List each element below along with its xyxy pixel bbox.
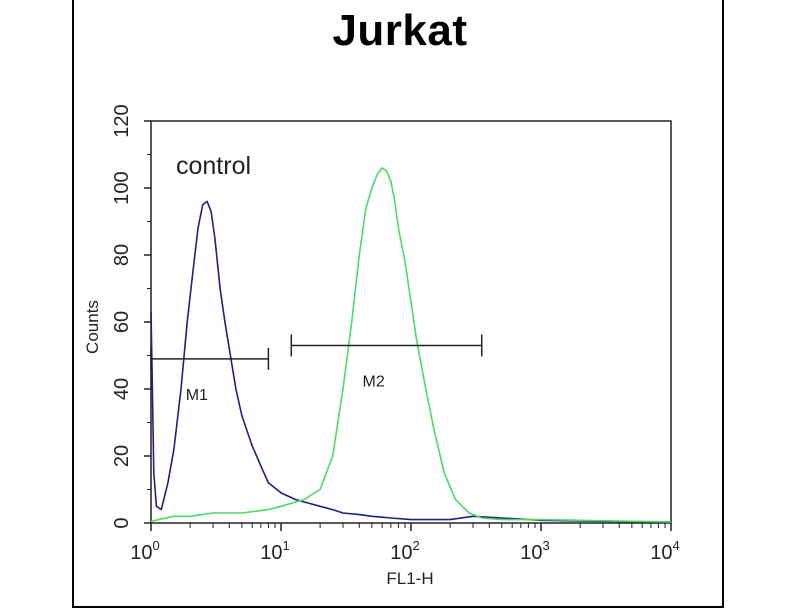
x-tick-label: 101 (260, 538, 289, 564)
marker-m1: M1 (150, 347, 270, 404)
x-tick-label: 104 (650, 538, 679, 564)
series-layer (150, 167, 672, 523)
y-tick-label: 60 (111, 311, 133, 333)
y-tick-label: 100 (111, 171, 133, 204)
y-tick-label: 120 (111, 104, 133, 137)
x-tick-label: 102 (390, 538, 419, 564)
marker-m2: M2 (290, 334, 483, 390)
figure-frame (72, 0, 724, 608)
marker-layer: M1 M2 (150, 334, 483, 404)
marker-label: M1 (186, 387, 208, 404)
x-axis-label: FL1-H (386, 569, 433, 588)
x-axis-ticks: 100 101 102 103 104 (130, 523, 680, 564)
x-tick-label: 100 (130, 538, 159, 564)
marker-label: M2 (363, 373, 385, 390)
x-tick-label: 103 (520, 538, 549, 564)
chart-title: Jurkat (332, 6, 468, 55)
y-tick-label: 20 (111, 445, 133, 467)
y-tick-label: 0 (111, 517, 133, 528)
series-line-2 (150, 167, 672, 523)
y-axis-label: Counts (83, 300, 102, 354)
y-tick-label: 40 (111, 378, 133, 400)
plot-area (150, 120, 672, 524)
series-line-1 (150, 200, 672, 523)
control-annotation: control (176, 152, 251, 180)
y-tick-label: 80 (111, 244, 133, 266)
y-axis-ticks: 0 20 40 60 80 100 120 (111, 104, 151, 529)
